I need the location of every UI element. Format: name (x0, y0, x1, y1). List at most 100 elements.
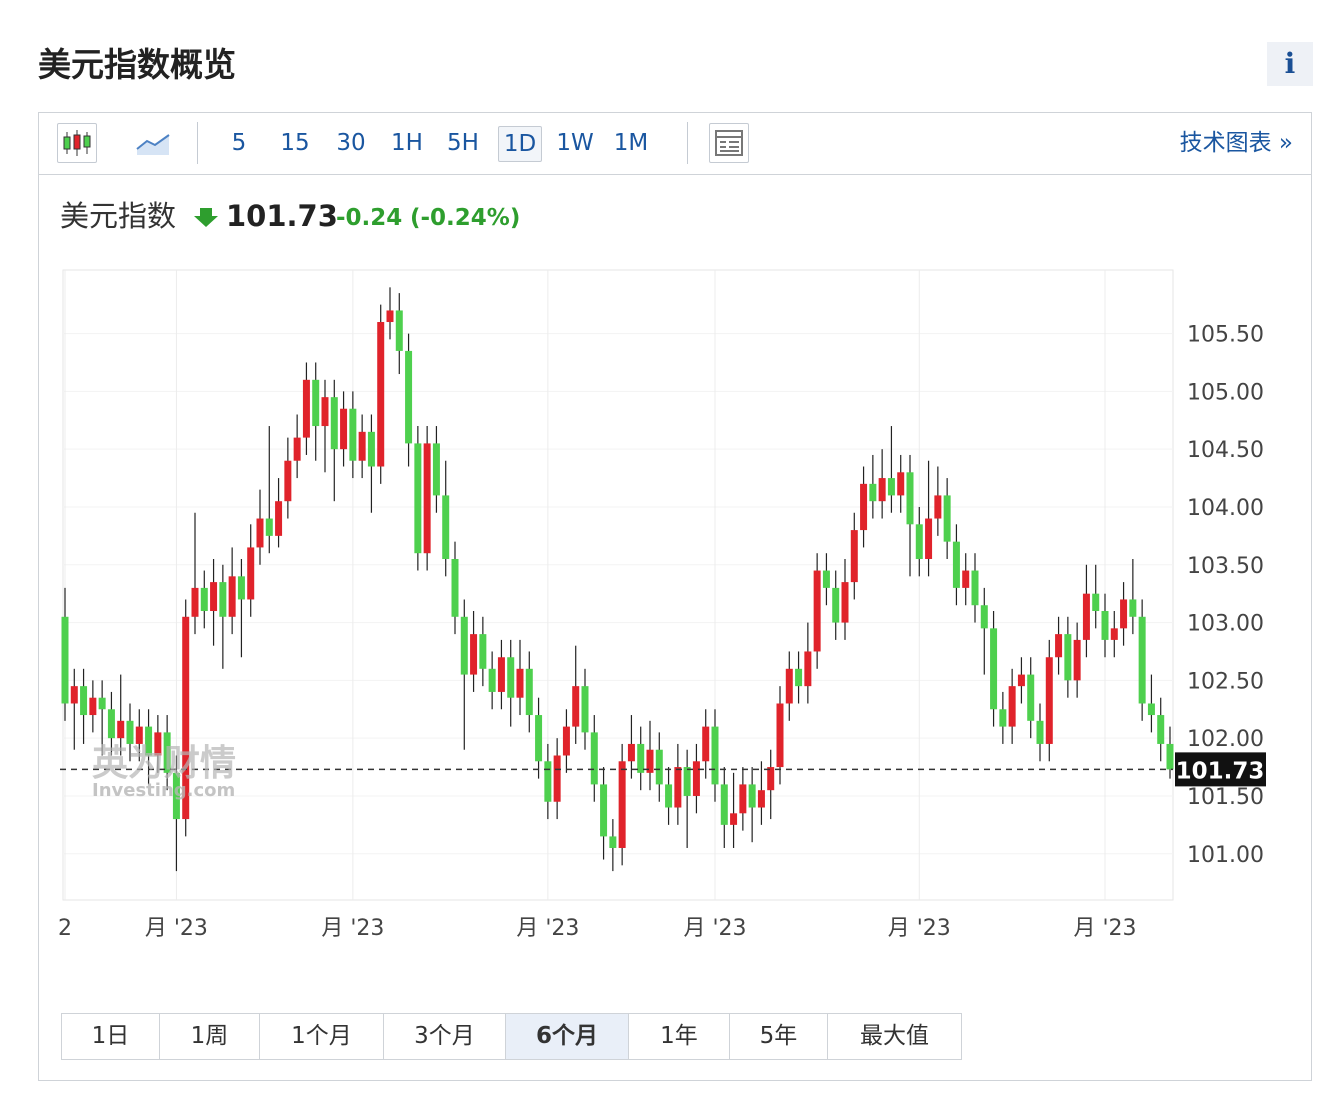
candle-body (107, 709, 115, 739)
candle-body (451, 558, 459, 617)
candle-body (822, 570, 830, 588)
candle-body (878, 478, 886, 502)
y-tick-label: 103.00 (1187, 612, 1264, 637)
candlestick-button[interactable] (57, 123, 97, 163)
candle-body (191, 587, 199, 617)
candle-body (999, 709, 1007, 727)
y-tick-label: 101.50 (1187, 785, 1264, 810)
candle-body (674, 767, 682, 808)
candle-body (832, 587, 840, 623)
price: 101.73 (226, 199, 338, 233)
candle-body (804, 651, 812, 687)
candle-body (711, 726, 719, 785)
price-tag-label: 101.73 (1176, 758, 1265, 784)
candle-body (1082, 593, 1090, 640)
y-tick-label: 102.00 (1187, 727, 1264, 752)
down-arrow (194, 208, 218, 227)
tech-chart-link[interactable]: 技术图表 » (1179, 130, 1293, 156)
candle-body (581, 686, 589, 733)
candle-body (1036, 720, 1044, 744)
candle-body (163, 732, 171, 773)
candle-body (934, 495, 942, 519)
candle-body (247, 547, 255, 600)
candle-body (302, 379, 310, 438)
y-tick-label: 101.00 (1187, 843, 1264, 868)
range-button[interactable]: 1年 (629, 1014, 730, 1059)
range-button[interactable]: 1周 (160, 1014, 260, 1059)
candle-body (1166, 743, 1174, 770)
plot-area (62, 269, 1174, 901)
candle-body (757, 790, 765, 808)
interval[interactable]: 15 (280, 130, 310, 156)
candle-body (395, 310, 403, 351)
interval[interactable]: 5H (447, 130, 479, 156)
candle-body (785, 668, 793, 704)
candle-body (1110, 628, 1118, 640)
range-button[interactable]: 1个月 (260, 1014, 384, 1059)
candle-body (1055, 634, 1063, 658)
candle-body (275, 501, 283, 536)
candle-body (627, 743, 635, 762)
interval[interactable]: 5 (231, 130, 247, 156)
toolbar: 5 15 30 1H 5H 1D 1W 1M 技术图表 » (39, 113, 1311, 175)
x-tick-label: 2 (58, 916, 72, 941)
candle-body (1092, 593, 1100, 612)
candle-body (460, 616, 468, 675)
line-icon[interactable] (135, 127, 171, 159)
candle-body (655, 749, 663, 785)
candle-body (1101, 611, 1109, 640)
range-button[interactable]: 5年 (730, 1014, 828, 1059)
candle-body (349, 408, 357, 461)
candle-body (321, 397, 329, 427)
change-percent: (-0.24%) (410, 205, 520, 231)
candle-body (562, 726, 570, 756)
candle-body (200, 587, 208, 612)
interval[interactable]: 1M (613, 130, 649, 156)
candle-body (869, 483, 877, 502)
candle-body (89, 697, 97, 716)
range-button[interactable]: 3个月 (384, 1014, 506, 1059)
range-button[interactable]: 1日 (62, 1014, 160, 1059)
x-tick-label: 月 '23 (321, 916, 384, 941)
candle-body (720, 784, 728, 825)
candle-body (488, 668, 496, 692)
candle-body (228, 576, 236, 617)
candle-body (962, 570, 970, 588)
candle-body (1027, 674, 1035, 721)
candle-body (553, 755, 561, 802)
candle-body (470, 634, 478, 675)
candle-body (535, 715, 543, 762)
interval[interactable]: 30 (336, 130, 366, 156)
candle-body (210, 582, 218, 612)
candle-body (117, 720, 125, 739)
candle-body (646, 749, 654, 773)
candle-body (702, 726, 710, 762)
candle-body (590, 732, 598, 785)
candle-body (776, 703, 784, 768)
candle-body (1120, 599, 1128, 629)
candle-body (572, 686, 580, 727)
y-tick-label: 102.50 (1187, 669, 1264, 694)
x-tick-label: 月 '23 (888, 916, 951, 941)
candle-body (665, 784, 673, 808)
table-button[interactable] (709, 123, 749, 163)
candle-body (219, 582, 227, 617)
info-button[interactable]: i (1267, 42, 1313, 86)
candle-body (850, 530, 858, 583)
candle-body (330, 397, 338, 450)
candle-body (414, 443, 422, 554)
candle-body (172, 772, 180, 820)
candle-body (1017, 674, 1025, 687)
y-tick-label: 104.50 (1187, 438, 1264, 463)
interval[interactable]: 1D (498, 126, 542, 162)
candle-body (952, 541, 960, 588)
interval[interactable]: 1H (391, 130, 423, 156)
candle-body (860, 483, 868, 531)
candle-body (795, 668, 803, 687)
range-button[interactable]: 6个月 (506, 1014, 629, 1059)
candle-body (507, 657, 515, 698)
range-button[interactable]: 最大值 (860, 1023, 929, 1049)
candle-body (971, 570, 979, 606)
interval[interactable]: 1W (556, 130, 594, 156)
candle-body (841, 582, 849, 623)
